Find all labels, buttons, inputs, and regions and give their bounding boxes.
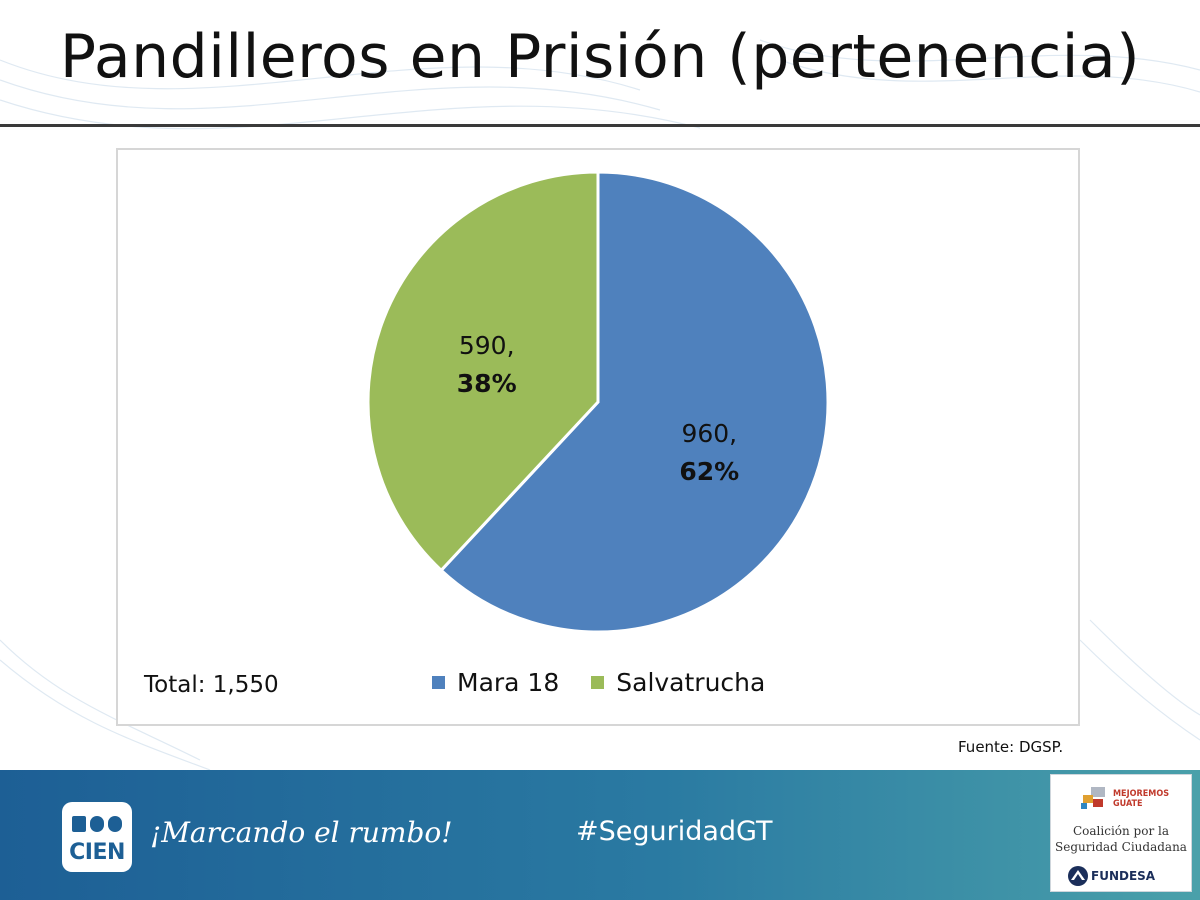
mejoremos-guate-logo: MEJOREMOS GUATE xyxy=(1113,789,1169,809)
cien-logo-mark-icon xyxy=(72,816,122,832)
cien-logo-text: CIEN xyxy=(69,840,125,865)
legend-item-salvatrucha: Salvatrucha xyxy=(591,668,765,697)
mejoremos-guate-icon xyxy=(1081,787,1105,809)
cien-logo: CIEN xyxy=(62,802,132,872)
legend-label-mara-18: Mara 18 xyxy=(457,667,560,697)
partner-logos: MEJOREMOS GUATE Coalición por la Segurid… xyxy=(1050,774,1192,892)
title-divider xyxy=(0,124,1200,127)
fundesa-icon xyxy=(1068,866,1088,886)
legend-item-mara-18: Mara 18 xyxy=(432,668,559,697)
slide-title: Pandilleros en Prisión (pertenencia) xyxy=(59,22,1141,92)
guate-text: GUATE xyxy=(1113,799,1143,809)
source-note: Fuente: DGSP. xyxy=(958,738,1064,756)
coalition-text: Coalición por la Seguridad Ciudadana xyxy=(1051,823,1191,855)
legend-swatch-salvatrucha xyxy=(591,675,605,689)
pie-slice-mara-18 xyxy=(439,170,830,634)
hashtag: #SeguridadGT xyxy=(576,816,773,847)
tagline: ¡Marcando el rumbo! xyxy=(150,816,453,849)
pie-slice-salvatrucha xyxy=(366,170,600,573)
footer-band: CIEN ¡Marcando el rumbo! #SeguridadGT ME… xyxy=(0,770,1200,900)
coalition-line-1: Coalición por la xyxy=(1072,824,1169,838)
legend-label-salvatrucha: Salvatrucha xyxy=(616,667,766,697)
slice-percent-label: 38% xyxy=(457,369,517,398)
mejoremos-text: MEJOREMOS xyxy=(1113,789,1170,799)
legend-swatch-mara-18 xyxy=(432,675,445,689)
fundesa-logo-text: FUNDESA xyxy=(1091,869,1156,883)
total-label: Total: 1,550 xyxy=(144,672,279,698)
chart-legend: Mara 18 Salvatrucha xyxy=(432,664,797,700)
slice-percent-label: 62% xyxy=(679,457,739,486)
slice-value-label: 590, xyxy=(459,331,515,360)
coalition-line-2: Seguridad Ciudadana xyxy=(1055,840,1187,854)
slice-value-label: 960, xyxy=(681,419,737,448)
